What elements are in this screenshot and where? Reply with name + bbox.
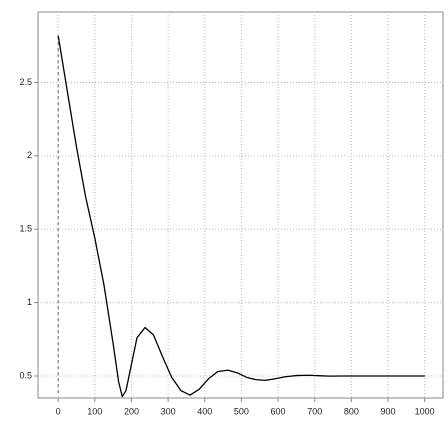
line <box>57 35 425 398</box>
y-tick-label: 2.5 <box>19 77 32 87</box>
x-tick-label: 1000 <box>415 406 435 416</box>
x-tick-label: 900 <box>381 406 396 416</box>
x-tick-label: 600 <box>271 406 286 416</box>
x-tick-label: 200 <box>124 406 139 416</box>
x-tick-label: 700 <box>307 406 322 416</box>
y-tick-label: 0.5 <box>19 370 32 380</box>
x-tick-label: 800 <box>344 406 359 416</box>
x-tick-label: 0 <box>56 406 61 416</box>
y-tick-label: 1 <box>27 297 32 307</box>
plot-frame <box>37 11 444 399</box>
x-tick-label: 100 <box>87 406 102 416</box>
y-tick-label: 2 <box>27 150 32 160</box>
x-tick-label: 400 <box>197 406 212 416</box>
x-tick-label: 300 <box>161 406 176 416</box>
x-tick-label: 500 <box>234 406 249 416</box>
y-tick-label: 1.5 <box>19 224 32 234</box>
